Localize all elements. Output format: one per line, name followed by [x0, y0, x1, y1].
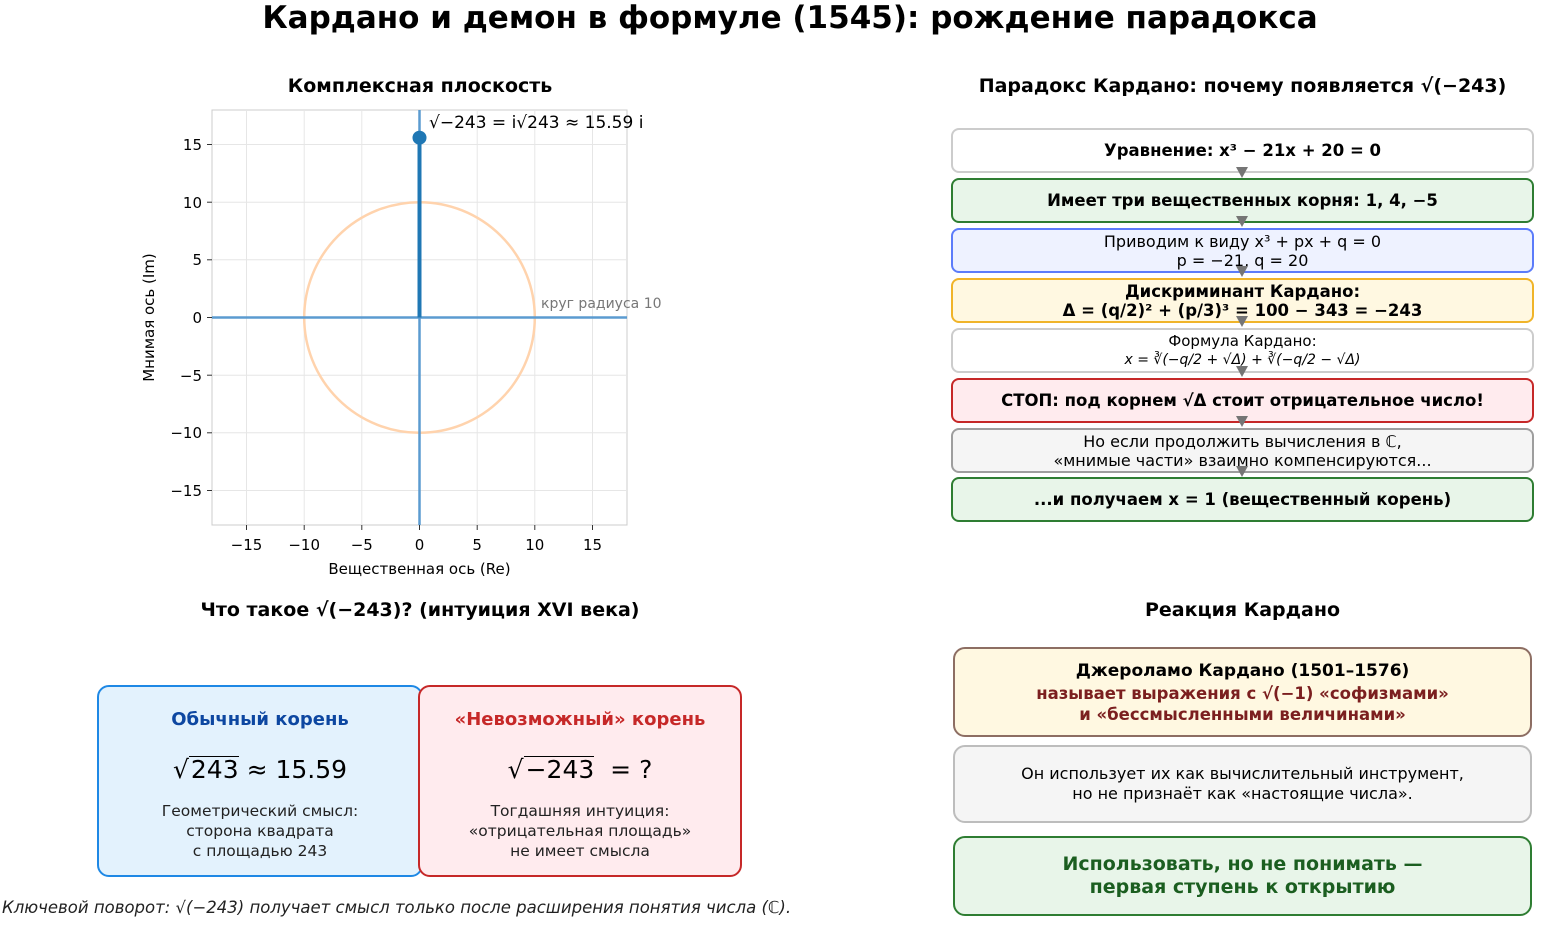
svg-text:0: 0 [415, 536, 425, 554]
arrow-down-icon [1236, 466, 1248, 477]
arrow-down-icon [1236, 316, 1248, 327]
reaction-usage-box: Он использует их как вычислительный инст… [953, 745, 1532, 823]
svg-text:−10: −10 [288, 536, 320, 554]
step-real-roots: Имеет три вещественных корня: 1, 4, −5 [951, 178, 1534, 223]
plot-title: Комплексная плоскость [287, 75, 553, 97]
x-axis-label: Вещественная ось (Re) [328, 560, 510, 578]
arrow-down-icon [1236, 266, 1248, 277]
circle-annotation: круг радиуса 10 [541, 296, 662, 312]
svg-text:−15: −15 [231, 536, 263, 554]
svg-text:−5: −5 [351, 536, 373, 554]
sqrt-annotation: √−243 = i√243 ≈ 15.59 i [429, 113, 643, 133]
svg-text:−15: −15 [170, 482, 202, 500]
arrow-down-icon [1236, 216, 1248, 227]
svg-text:5: 5 [192, 251, 202, 269]
x-tick-labels: −15 −10 −5 0 5 10 15 [231, 536, 602, 554]
step-reduce-form: Приводим к виду x³ + px + q = 0 p = −21,… [951, 228, 1534, 273]
svg-text:−10: −10 [170, 424, 202, 442]
step-result: ...и получаем x = 1 (вещественный корень… [951, 477, 1534, 522]
reaction-conclusion-box: Использовать, но не понимать — первая ст… [953, 836, 1532, 916]
intuition-title: Что такое √(−243)? (интуиция XVI века) [200, 599, 640, 621]
complex-plane-chart: −15 −10 −5 0 5 10 15 15 10 5 0 −5 −10 −1… [140, 109, 662, 578]
main-title: Кардано и демон в формуле (1545): рожден… [262, 0, 1318, 36]
y-axis-label: Мнимая ось (Im) [140, 253, 158, 382]
step-stop: СТОП: под корнем √Δ стоит отрицательное … [951, 378, 1534, 423]
svg-text:15: 15 [183, 136, 202, 154]
reaction-title: Реакция Кардано [1144, 599, 1341, 621]
impossible-root-math: √−243 = ? [507, 755, 653, 784]
arrow-down-icon [1236, 416, 1248, 427]
sqrt-point [412, 130, 427, 145]
svg-text:10: 10 [525, 536, 544, 554]
y-tick-labels: 15 10 5 0 −5 −10 −15 [170, 136, 202, 500]
arrow-down-icon [1236, 167, 1248, 178]
arrow-down-icon [1236, 366, 1248, 377]
svg-text:10: 10 [183, 194, 202, 212]
svg-text:15: 15 [583, 536, 602, 554]
svg-text:−5: −5 [180, 367, 202, 385]
card-impossible-root: «Невозможный» корень √−243 = ? Тогдашняя… [418, 685, 742, 877]
footnote: Ключевой поворот: √(−243) получает смысл… [2, 898, 792, 917]
svg-text:0: 0 [192, 309, 202, 327]
ordinary-root-math: √243 ≈ 15.59 [172, 755, 348, 784]
reaction-cardano-box: Джероламо Кардано (1501–1576) называет в… [953, 647, 1532, 737]
svg-text:5: 5 [472, 536, 482, 554]
step-continue-complex: Но если продолжить вычисления в ℂ, «мним… [951, 428, 1534, 473]
card-ordinary-root: Обычный корень √243 ≈ 15.59 Геометрическ… [97, 685, 423, 877]
paradox-title: Парадокс Кардано: почему появляется √(−2… [978, 75, 1507, 97]
